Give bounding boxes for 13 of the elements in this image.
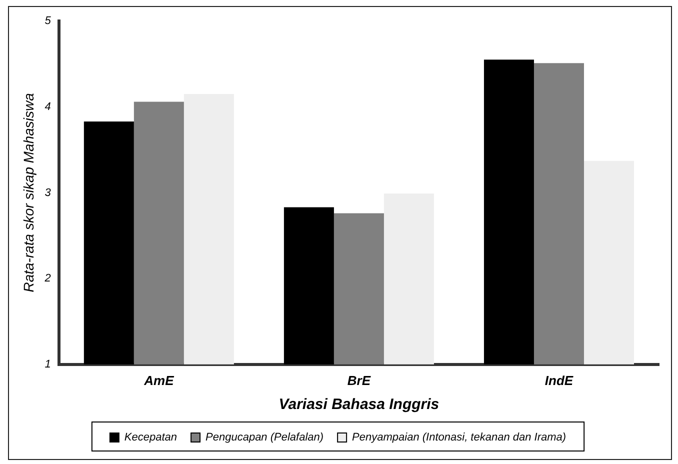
y-tick-label: 3 bbox=[44, 186, 52, 199]
y-tick-label: 1 bbox=[44, 358, 51, 370]
x-tick-label: AmE bbox=[143, 372, 174, 388]
x-tick-label: IndE bbox=[544, 372, 574, 388]
y-tick-label: 2 bbox=[44, 272, 51, 285]
legend-label: Kecepatan bbox=[124, 432, 178, 444]
y-tick-label: 5 bbox=[44, 15, 52, 28]
x-tick-label: BrE bbox=[347, 372, 371, 388]
legend-label: Pengucapan (Pelafalan) bbox=[206, 432, 324, 444]
y-tick-label: 4 bbox=[44, 100, 51, 113]
y-axis-title: Rata-rata skor sikap Mahasiswa bbox=[20, 92, 36, 292]
legend-label: Penyampaian (Intonasi, tekanan dan Irama) bbox=[352, 432, 566, 444]
x-axis-title: Variasi Bahasa Inggris bbox=[278, 396, 440, 414]
